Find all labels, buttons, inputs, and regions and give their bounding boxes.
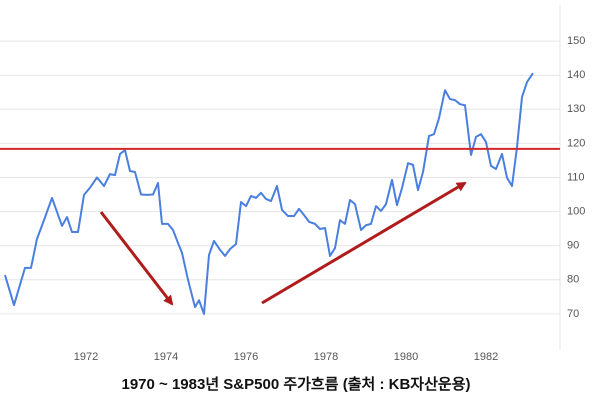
x-tick-label: 1974 xyxy=(154,351,178,363)
y-tick-label: 110 xyxy=(567,171,585,183)
y-tick-label: 140 xyxy=(567,69,585,81)
y-tick-label: 150 xyxy=(567,35,585,47)
y-tick-label: 130 xyxy=(567,103,585,115)
y-tick-label: 100 xyxy=(567,206,585,218)
arrow-down xyxy=(99,211,174,306)
x-tick-label: 1976 xyxy=(234,351,258,363)
grid xyxy=(0,40,560,315)
x-tick-label: 1982 xyxy=(474,351,498,363)
x-tick-label: 1978 xyxy=(314,351,338,363)
y-tick-label: 80 xyxy=(567,274,579,286)
x-tick-label: 1972 xyxy=(74,351,98,363)
x-tick-label: 1980 xyxy=(394,351,418,363)
arrow-up xyxy=(261,181,467,305)
chart-title: 1970 ~ 1983년 S&P500 주가흐름 (출처 : KB자산운용) xyxy=(122,376,471,393)
y-tick-label: 70 xyxy=(567,308,579,320)
y-tick-label: 120 xyxy=(567,137,585,149)
data-line xyxy=(4,72,534,315)
plot xyxy=(0,72,560,315)
y-tick-label: 90 xyxy=(567,240,579,252)
